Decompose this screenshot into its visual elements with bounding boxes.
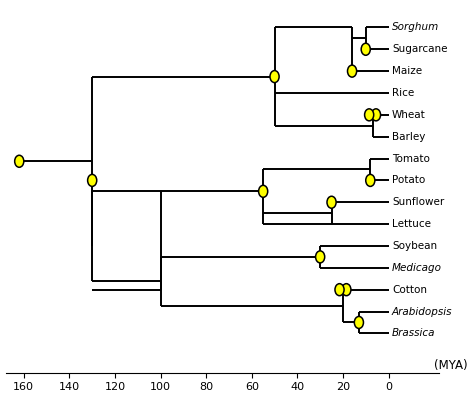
Text: Sunflower: Sunflower xyxy=(392,197,444,207)
Text: Sorghum: Sorghum xyxy=(392,22,439,32)
Ellipse shape xyxy=(366,174,375,186)
Text: Brassica: Brassica xyxy=(392,328,436,338)
Text: Maize: Maize xyxy=(392,66,422,76)
Ellipse shape xyxy=(88,174,97,186)
Text: Potato: Potato xyxy=(392,176,425,185)
Text: Tomato: Tomato xyxy=(392,154,430,164)
Ellipse shape xyxy=(355,316,364,328)
Text: Rice: Rice xyxy=(392,88,414,98)
Text: (MYA): (MYA) xyxy=(434,359,468,372)
Text: Cotton: Cotton xyxy=(392,285,427,295)
Ellipse shape xyxy=(361,43,370,55)
Text: Lettuce: Lettuce xyxy=(392,219,431,229)
Text: Soybean: Soybean xyxy=(392,241,437,251)
Ellipse shape xyxy=(372,109,381,121)
Ellipse shape xyxy=(342,284,351,296)
Ellipse shape xyxy=(270,70,279,83)
Ellipse shape xyxy=(327,196,336,208)
Text: Sugarcane: Sugarcane xyxy=(392,44,447,54)
Ellipse shape xyxy=(15,155,24,167)
Ellipse shape xyxy=(347,65,356,77)
Text: Barley: Barley xyxy=(392,132,425,142)
Text: Arabidopsis: Arabidopsis xyxy=(392,306,453,316)
Ellipse shape xyxy=(259,185,268,197)
Ellipse shape xyxy=(335,284,344,296)
Ellipse shape xyxy=(365,109,374,121)
Ellipse shape xyxy=(316,251,325,263)
Text: Wheat: Wheat xyxy=(392,110,426,120)
Text: Medicago: Medicago xyxy=(392,263,442,273)
